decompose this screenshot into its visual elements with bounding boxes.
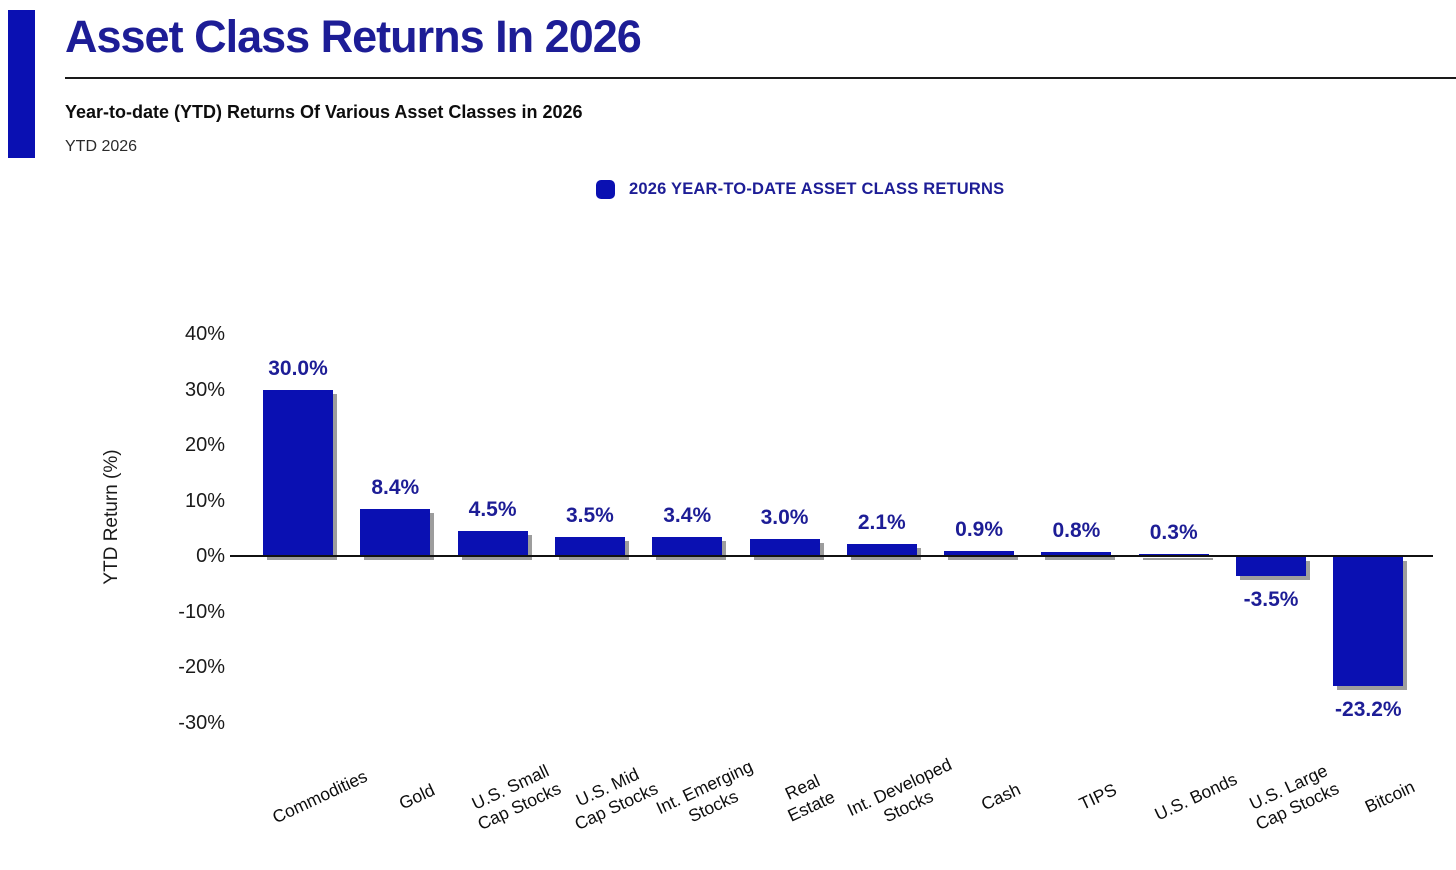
value-label: 0.9% xyxy=(955,518,1004,541)
value-label: 3.4% xyxy=(663,504,712,528)
bar-u-s-mid-cap-stocks xyxy=(554,536,625,556)
y-tick-label: -20% xyxy=(178,656,225,678)
bar-tips xyxy=(1041,551,1112,556)
bar-int-emerging-stocks xyxy=(652,537,723,556)
x-tick-label: U.S. Bonds xyxy=(1151,768,1240,825)
y-tick-label: 30% xyxy=(184,378,225,401)
x-tick-label: Gold xyxy=(396,779,439,814)
x-tick-label: U.S. Large Cap Stocks xyxy=(1246,760,1343,835)
value-label: 0.8% xyxy=(1052,518,1101,542)
title-divider xyxy=(65,77,1456,79)
x-axis-line xyxy=(230,555,1433,557)
x-tick-label: Cash xyxy=(978,778,1024,815)
value-label: -23.2% xyxy=(1335,697,1402,721)
y-tick-label: 10% xyxy=(184,489,225,512)
x-tick-label: U.S. Mid Cap Stocks xyxy=(571,763,661,835)
y-tick-label: -10% xyxy=(178,600,225,623)
y-tick-label: 40% xyxy=(184,323,225,345)
chart-legend: 2026 YEAR-TO-DATE ASSET CLASS RETURNS xyxy=(596,180,1004,199)
bar-u-s-small-cap-stocks xyxy=(457,531,528,556)
x-tick-label: Int. Emerging Stocks xyxy=(653,755,756,827)
x-tick-label: Int. Developed Stocks xyxy=(843,754,955,827)
bar-cash xyxy=(944,551,1015,556)
x-tick-label: Real Estate xyxy=(781,770,838,826)
bar-real-estate xyxy=(749,539,820,556)
page-title: Asset Class Returns In 2026 xyxy=(65,11,642,62)
value-label: 0.3% xyxy=(1149,521,1198,544)
period-label: YTD 2026 xyxy=(65,138,138,155)
value-label: 30.0% xyxy=(268,356,328,380)
value-label: -3.5% xyxy=(1243,588,1299,612)
value-label: 2.1% xyxy=(857,511,906,535)
bar-commodities xyxy=(263,389,333,556)
x-tick-label: TIPS xyxy=(1076,779,1121,814)
x-tick-label: Commodities xyxy=(269,765,371,828)
legend-label: 2026 YEAR-TO-DATE ASSET CLASS RETURNS xyxy=(629,180,1005,198)
y-axis-title: YTD Return (%) xyxy=(101,449,122,585)
value-label: 3.5% xyxy=(565,503,614,527)
y-tick-label: 20% xyxy=(184,434,225,456)
value-label: 3.0% xyxy=(760,506,809,530)
legend-swatch-icon xyxy=(596,180,615,199)
value-label: 4.5% xyxy=(468,498,517,522)
bar-int-developed-stocks xyxy=(846,544,917,556)
x-tick-label: U.S. Small Cap Stocks xyxy=(468,760,564,835)
y-tick-label: -30% xyxy=(178,711,225,734)
bar-bitcoin xyxy=(1333,557,1404,686)
title-accent-bar xyxy=(8,10,35,158)
bar-u-s-large-cap-stocks xyxy=(1236,557,1306,577)
chart-subtitle: Year-to-date (YTD) Returns Of Various As… xyxy=(65,102,583,122)
x-tick-label: Bitcoin xyxy=(1362,776,1419,817)
y-tick-label: 0% xyxy=(196,545,225,567)
value-label: 8.4% xyxy=(371,476,420,500)
bar-gold xyxy=(360,509,431,556)
